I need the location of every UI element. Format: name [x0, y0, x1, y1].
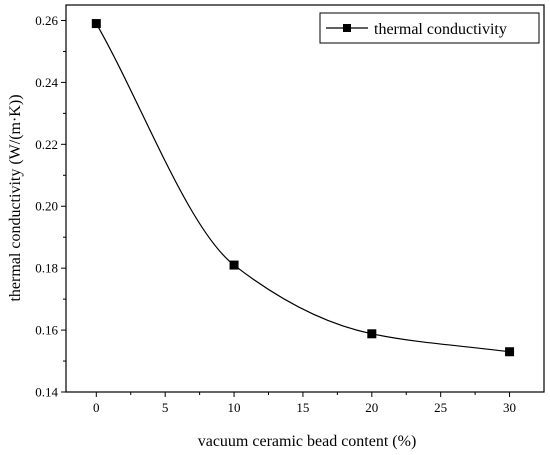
x-tick-label: 20 — [365, 400, 378, 415]
series-line — [95, 23, 510, 353]
y-tick-label: 0.16 — [35, 323, 58, 338]
x-axis-title: vacuum ceramic bead content (%) — [198, 433, 417, 450]
data-point — [367, 329, 377, 339]
plot-frame — [65, 4, 545, 393]
y-tick-label: 0.20 — [35, 199, 58, 214]
x-tick-label: 0 — [93, 400, 100, 415]
legend-label: thermal conductivity — [374, 21, 507, 38]
x-tick-label: 10 — [228, 400, 241, 415]
x-tick-label: 15 — [296, 400, 309, 415]
x-tick-label: 5 — [162, 400, 169, 415]
legend: thermal conductivity — [319, 12, 540, 44]
x-axis-ticks: 0 5 10 15 20 25 30 — [93, 392, 516, 415]
data-point — [505, 347, 515, 357]
y-tick-label: 0.18 — [35, 261, 58, 276]
y-tick-label: 0.24 — [35, 75, 58, 90]
y-tick-label: 0.22 — [35, 137, 58, 152]
series-markers — [91, 19, 515, 357]
data-point — [91, 19, 101, 29]
y-axis-title: thermal conductivity (W/(m·K)) — [7, 94, 24, 301]
x-tick-label: 30 — [503, 400, 516, 415]
y-tick-label: 0.26 — [35, 13, 58, 28]
y-axis-ticks: 0.14 0.16 0.18 0.20 0.22 0.24 0.26 — [35, 13, 66, 400]
legend-marker — [343, 24, 351, 32]
x-tick-label: 25 — [434, 400, 447, 415]
data-point — [229, 260, 239, 270]
y-tick-label: 0.14 — [35, 385, 58, 400]
